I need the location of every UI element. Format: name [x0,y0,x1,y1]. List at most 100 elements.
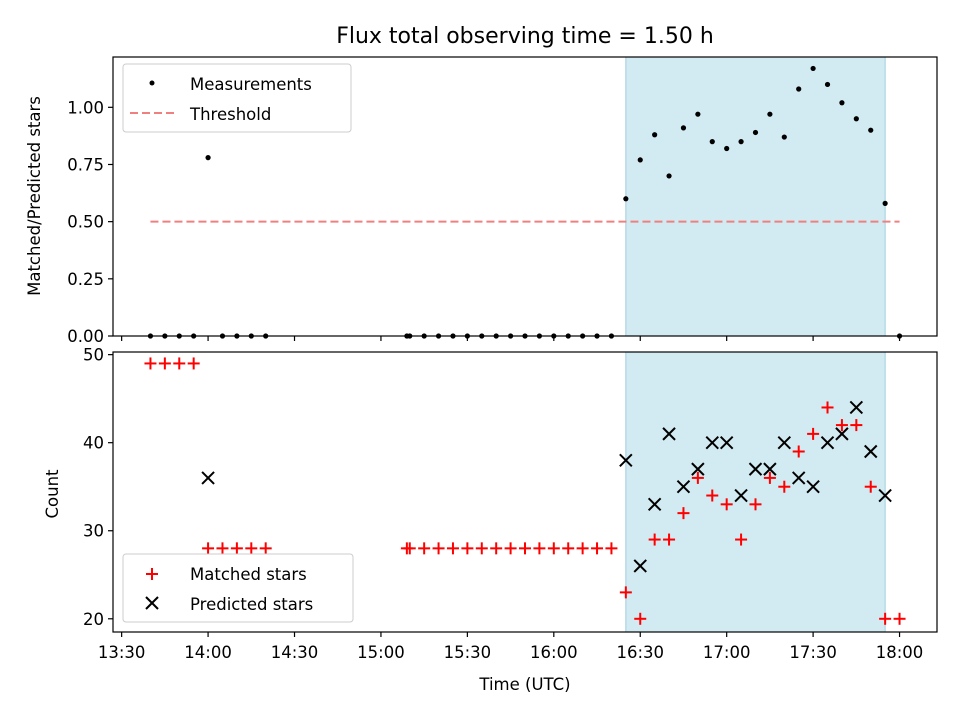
top-y-axis-label: Matched/Predicted stars [25,96,44,296]
matched-star-point [677,507,690,520]
matched-star-point [187,357,200,370]
bottom-xtick-label: 16:30 [616,643,664,662]
predicted-star-point [791,471,806,485]
bottom-axes: 20 30 40 50 13:30 14:00 14:30 15:00 15:30 16:00 16… [83,346,938,662]
measurement-point [853,116,859,122]
bottom-panel: 20 30 40 50 13:30 14:00 14:30 15:00 15:30 16:00 16… [43,346,938,694]
measurement-point [637,157,643,163]
predicted-star-point [619,453,633,468]
measurement-point [882,200,888,206]
top-ytick-label: 0.00 [67,327,104,346]
predicted-star-point [676,480,691,494]
matched-star-point [691,471,704,484]
matched-star-point [173,357,186,370]
measurement-point [810,65,816,72]
matched-star-point [533,542,546,555]
predicted-star-stroke [835,427,849,441]
bottom-ytick-label: 40 [83,434,104,453]
predicted-star-point [691,462,705,476]
matched-star-point [562,542,575,555]
top-observing-window-shade [625,56,886,337]
bottom-xtick-label: 13:30 [98,643,146,662]
matched-star-point [663,533,676,546]
top-legend-box [122,63,352,133]
matched-star-point [259,542,272,555]
predicted-star-stroke [734,488,748,503]
matched-star-point [835,419,848,432]
measurement-point [824,81,831,88]
top-axes: 0.00 0.25 0.50 0.75 1.00 [67,56,938,346]
chart-title: Flux total observing time = 1.50 h [336,24,714,49]
predicted-star-point [647,497,662,512]
legend-predicted-marker [145,596,159,610]
matched-star-point [202,542,215,555]
measurement-point [724,145,730,152]
predicted-star-stroke [662,427,676,441]
predicted-star-stroke [619,453,633,468]
legend-matched-marker [146,568,158,580]
bottom-y-axis-label: Count [43,469,62,519]
top-ytick-label: 0.75 [67,155,104,174]
predicted-star-point [806,480,820,494]
matched-star-point [547,542,560,555]
matched-star-point [446,542,459,555]
legend-predicted-label: Predicted stars [190,595,313,614]
predicted-star-point [878,488,892,503]
top-ytick-label: 1.00 [67,98,104,117]
measurement-point [623,196,629,202]
count-points [144,357,906,625]
measurement-point [781,134,787,140]
predicted-star-stroke [849,400,864,415]
predicted-star-stroke [820,435,835,450]
predicted-star-stroke [763,462,777,476]
legend-measurements-marker [149,80,155,86]
matched-star-point [230,542,243,555]
bottom-legend: Matched stars Predicted stars [122,553,354,623]
measurement-point [205,155,211,161]
measurement-point [796,86,802,92]
predicted-star-stroke [633,559,647,573]
predicted-star-point [662,427,676,441]
matched-star-point [792,445,805,458]
measurement-point [666,173,672,179]
matched-star-point [144,357,157,370]
measurement-point [695,111,701,117]
predicted-star-stroke [777,435,792,450]
matched-star-point [418,542,431,555]
legend-threshold-label: Threshold [189,105,271,124]
predicted-star-point [633,559,647,573]
predicted-star-stroke [705,435,719,450]
matched-star-point [879,612,892,625]
matched-star-point [475,542,488,555]
bottom-xtick-label: 17:00 [703,643,751,662]
matched-star-point [576,542,589,555]
x-axis-label: Time (UTC) [478,675,570,694]
matched-star-point [821,401,834,414]
bottom-xtick-label: 15:00 [357,643,405,662]
bottom-ytick-label: 30 [83,522,104,541]
matched-star-point [216,542,229,555]
top-panel: 0.00 0.25 0.50 0.75 1.00 Matched/Predicted s… [25,56,938,346]
predicted-star-point [763,462,777,476]
predicted-star-stroke [691,462,705,476]
legend-measurements-label: Measurements [190,75,312,94]
predicted-star-stroke [647,497,662,512]
predicted-star-stroke [806,480,820,494]
matched-star-point [807,427,820,440]
measurement-point [767,111,773,117]
matched-star-point [893,612,906,625]
matched-star-point [749,498,762,511]
matched-star-point [735,533,748,546]
bottom-xtick-label: 16:00 [530,643,578,662]
predicted-star-point [849,400,864,415]
matched-star-point [720,498,733,511]
legend-matched-label: Matched stars [190,565,307,584]
measurement-point [868,127,874,133]
measurement-point [752,129,759,136]
bottom-frame [112,351,938,633]
matched-star-point [519,542,531,555]
measurement-point [709,139,715,145]
predicted-star-point [864,444,878,459]
top-frame [112,56,938,337]
